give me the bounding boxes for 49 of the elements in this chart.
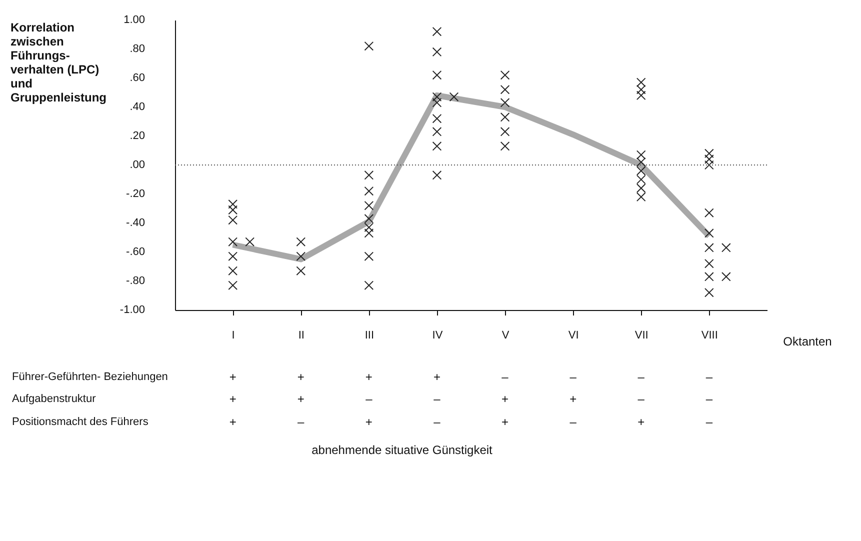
y-tick-label: -.40: [126, 217, 145, 229]
text: +: [365, 415, 372, 429]
x-tick-label: III: [364, 330, 374, 342]
text: +: [365, 370, 372, 384]
text: –: [706, 415, 713, 429]
text: –: [298, 415, 305, 429]
y-tick-label: .80: [130, 43, 145, 55]
text: +: [297, 392, 304, 406]
text: –: [706, 370, 713, 384]
text: +: [297, 370, 304, 384]
text: Aufgabenstruktur: [12, 393, 96, 405]
y-tick-label: .40: [130, 101, 145, 113]
text: +: [229, 415, 236, 429]
text: +: [229, 392, 236, 406]
text: +: [638, 415, 645, 429]
y-tick-label: -.20: [126, 188, 145, 200]
x-tick-label: IV: [432, 330, 444, 342]
text: –: [434, 415, 441, 429]
text: –: [570, 370, 577, 384]
text: +: [502, 415, 509, 429]
x-tick-label: V: [502, 330, 510, 342]
y-tick-label: -1.00: [120, 304, 145, 316]
text: –: [434, 392, 441, 406]
x-tick-label: VII: [634, 330, 648, 342]
x-tick-label: II: [298, 330, 304, 342]
text: Führer-Geführten- Beziehungen: [12, 371, 168, 383]
x-tick-label: VIII: [701, 330, 718, 342]
y-tick-label: .60: [130, 72, 145, 84]
text: –: [706, 392, 713, 406]
y-tick-label: -.60: [126, 246, 145, 258]
y-tick-label: 1.00: [124, 14, 145, 26]
text: +: [570, 392, 577, 406]
y-tick-label: .00: [130, 159, 145, 171]
x-axis-title: Oktanten: [783, 334, 832, 348]
text: abnehmende situative Günstigkeit: [312, 443, 494, 457]
y-tick-label: -.80: [126, 275, 145, 287]
text: +: [433, 370, 440, 384]
text: –: [638, 370, 645, 384]
y-axis-title: Korrelation zwischen Führungs- verhalten (LPC) und Gruppenleistung: [10, 20, 106, 104]
x-tick-label: I: [232, 330, 235, 342]
text: –: [570, 415, 577, 429]
y-tick-label: .20: [130, 130, 145, 142]
text: +: [502, 392, 509, 406]
x-tick-label: VI: [568, 330, 579, 342]
text: –: [502, 370, 509, 384]
text: –: [638, 392, 645, 406]
text: +: [229, 370, 236, 384]
text: Positionsmacht des Führers: [12, 416, 149, 428]
text: –: [366, 392, 373, 406]
